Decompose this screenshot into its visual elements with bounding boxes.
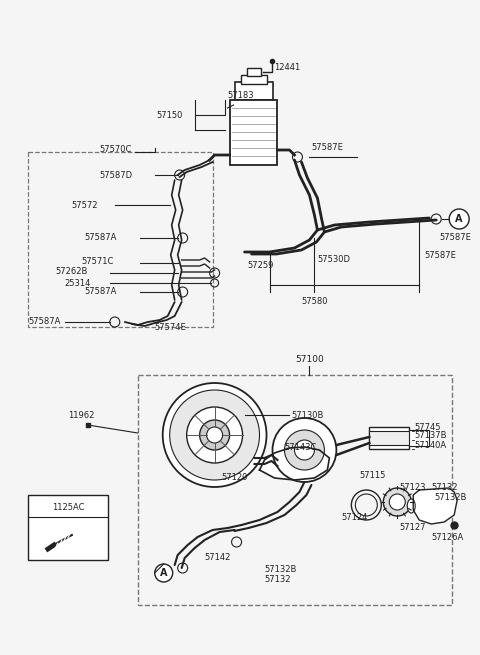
Text: 12441: 12441 bbox=[275, 64, 301, 73]
Circle shape bbox=[285, 430, 324, 470]
Bar bbox=[240, 75, 266, 84]
Circle shape bbox=[273, 418, 336, 482]
Text: 57574E: 57574E bbox=[155, 324, 186, 333]
Text: 57137B: 57137B bbox=[414, 432, 447, 441]
Text: 57123: 57123 bbox=[399, 483, 426, 493]
Circle shape bbox=[389, 494, 405, 510]
Polygon shape bbox=[260, 447, 329, 480]
Bar bbox=[409, 430, 429, 446]
Text: A: A bbox=[160, 568, 168, 578]
Bar bbox=[247, 68, 261, 76]
Text: 57587A: 57587A bbox=[85, 233, 117, 242]
Bar bbox=[28, 495, 108, 560]
Text: 57587E: 57587E bbox=[439, 233, 471, 242]
Bar bbox=[138, 375, 452, 605]
Circle shape bbox=[449, 209, 469, 229]
Text: 57745: 57745 bbox=[414, 422, 441, 432]
Text: 57143C: 57143C bbox=[285, 443, 317, 451]
Text: 57132B: 57132B bbox=[264, 565, 297, 574]
Text: 57120: 57120 bbox=[221, 474, 248, 483]
Text: 57183: 57183 bbox=[228, 90, 254, 100]
Circle shape bbox=[384, 488, 411, 516]
Bar bbox=[28, 152, 213, 327]
Text: 57570C: 57570C bbox=[100, 145, 132, 155]
Text: 11962: 11962 bbox=[68, 411, 94, 419]
Text: 57100: 57100 bbox=[295, 356, 324, 364]
Text: 57587A: 57587A bbox=[28, 318, 60, 326]
Text: 57572: 57572 bbox=[72, 200, 98, 210]
Text: 57140A: 57140A bbox=[414, 441, 446, 449]
Text: 57127: 57127 bbox=[399, 523, 426, 533]
Text: 57587E: 57587E bbox=[424, 250, 456, 259]
Circle shape bbox=[206, 427, 223, 443]
Text: 57571C: 57571C bbox=[82, 257, 114, 267]
Text: 57262B: 57262B bbox=[55, 267, 87, 276]
Circle shape bbox=[294, 440, 314, 460]
Text: 57150: 57150 bbox=[156, 111, 183, 119]
Text: 57587A: 57587A bbox=[85, 288, 117, 297]
Bar bbox=[235, 82, 273, 100]
Text: 57259: 57259 bbox=[248, 261, 274, 269]
Circle shape bbox=[200, 420, 229, 450]
Text: 25314: 25314 bbox=[65, 278, 91, 288]
Text: 57130B: 57130B bbox=[291, 411, 324, 419]
Text: 57530D: 57530D bbox=[317, 255, 350, 265]
Text: 57580: 57580 bbox=[301, 297, 328, 307]
Text: 57132: 57132 bbox=[431, 483, 458, 493]
Bar bbox=[229, 100, 277, 165]
Circle shape bbox=[170, 390, 260, 480]
Text: 57587E: 57587E bbox=[312, 143, 343, 153]
Bar bbox=[369, 431, 411, 445]
Text: 57126A: 57126A bbox=[431, 533, 464, 542]
Polygon shape bbox=[413, 488, 457, 524]
Text: 57587D: 57587D bbox=[100, 170, 133, 179]
Text: 57115: 57115 bbox=[360, 470, 386, 479]
Circle shape bbox=[155, 564, 173, 582]
Bar bbox=[369, 427, 409, 449]
Text: A: A bbox=[456, 214, 463, 224]
Text: 57132B: 57132B bbox=[434, 493, 467, 502]
Text: 57124: 57124 bbox=[341, 514, 368, 523]
Text: 57142: 57142 bbox=[204, 553, 231, 563]
Circle shape bbox=[163, 383, 266, 487]
Text: 57132: 57132 bbox=[264, 576, 291, 584]
Ellipse shape bbox=[407, 499, 415, 513]
Text: 1125AC: 1125AC bbox=[52, 502, 84, 512]
Circle shape bbox=[187, 407, 242, 463]
